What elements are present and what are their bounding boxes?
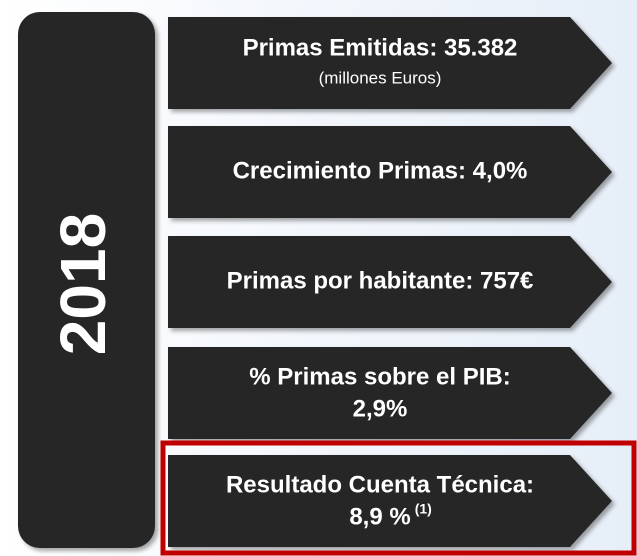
- year-label: 2018: [47, 213, 119, 355]
- item-title: Primas Emitidas: 35.382: [243, 34, 518, 61]
- item-subtitle: (millones Euros): [319, 68, 442, 87]
- item-note: (1): [415, 501, 432, 517]
- arrow-box: [168, 126, 612, 218]
- highlight-frame: [160, 440, 637, 556]
- item-title: Resultado Cuenta Técnica:: [226, 471, 534, 498]
- year-panel: [18, 12, 155, 548]
- item-title: Primas por habitante: 757€: [227, 267, 534, 294]
- item-title: % Primas sobre el PIB:: [249, 363, 510, 390]
- arrow-box: [168, 455, 612, 547]
- item-value: 2,9%: [353, 395, 408, 422]
- arrow-box: [168, 17, 612, 109]
- item-title: Crecimiento Primas: 4,0%: [233, 157, 528, 184]
- arrow-box: [168, 236, 612, 328]
- item-value: 8,9 %: [349, 503, 410, 530]
- arrow-box: [168, 347, 612, 439]
